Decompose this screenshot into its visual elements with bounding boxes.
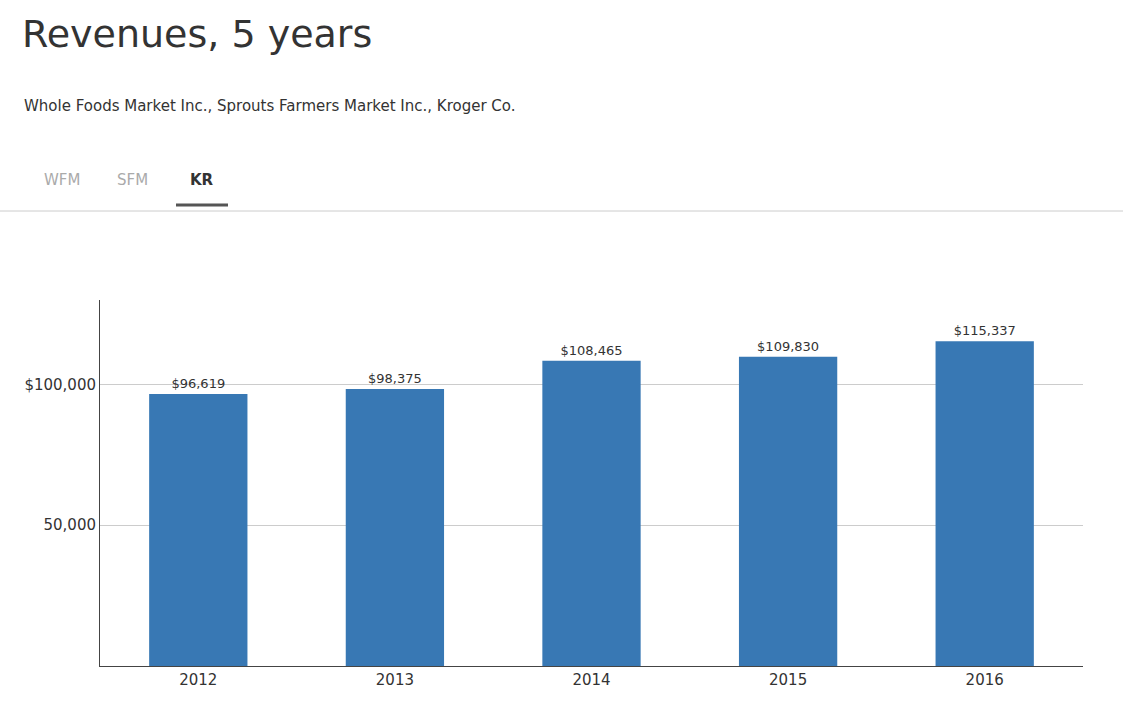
svg-text:2015: 2015 — [769, 671, 807, 689]
svg-text:2013: 2013 — [376, 671, 414, 689]
svg-text:2016: 2016 — [966, 671, 1004, 689]
svg-text:WFM: WFM — [44, 171, 80, 189]
svg-text:KR: KR — [190, 171, 214, 189]
svg-text:SFM: SFM — [117, 171, 148, 189]
svg-text:2012: 2012 — [179, 671, 217, 689]
svg-text:50,000: 50,000 — [44, 516, 97, 534]
svg-text:Revenues, 5 years: Revenues, 5 years — [22, 12, 372, 56]
svg-text:2014: 2014 — [572, 671, 610, 689]
svg-text:$98,375: $98,375 — [368, 371, 422, 386]
svg-text:$108,465: $108,465 — [560, 343, 622, 358]
svg-text:Whole Foods Market Inc., Sprou: Whole Foods Market Inc., Sprouts Farmers… — [24, 97, 516, 115]
svg-text:$96,619: $96,619 — [171, 376, 225, 391]
svg-text:$109,830: $109,830 — [757, 339, 819, 354]
svg-text:$100,000: $100,000 — [24, 376, 96, 394]
svg-text:$115,337: $115,337 — [954, 323, 1016, 338]
